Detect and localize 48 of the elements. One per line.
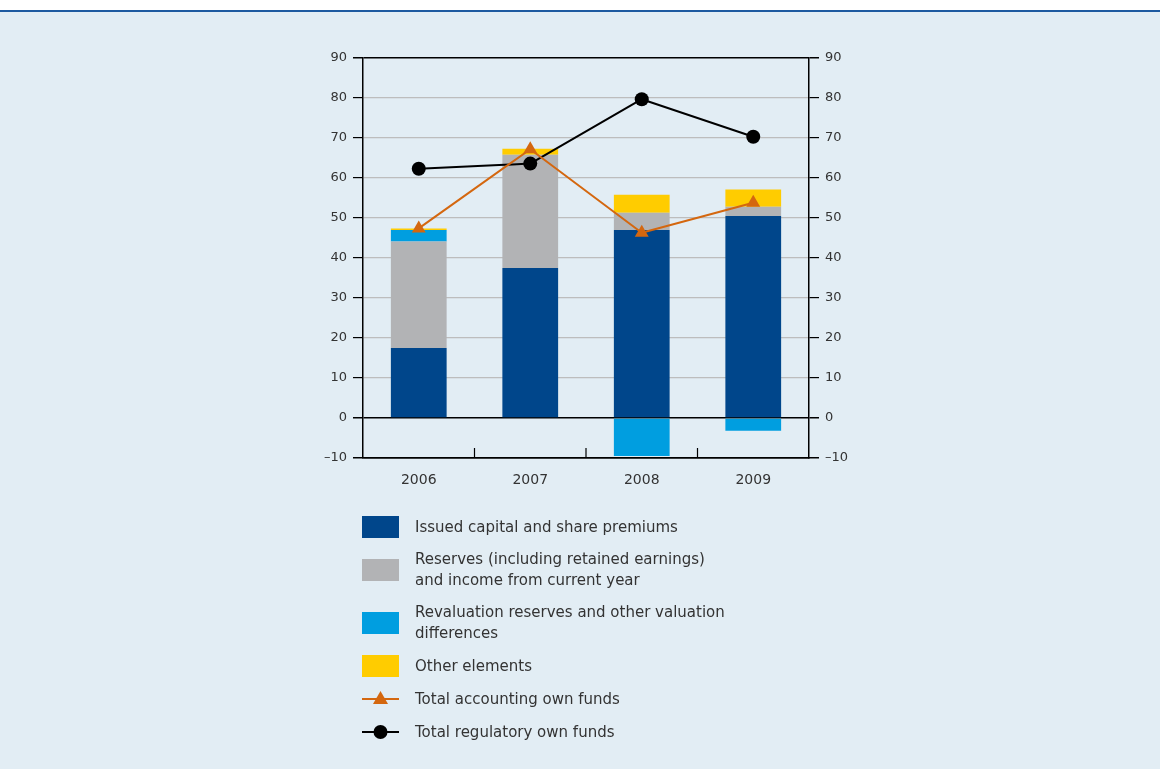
x-tick-label: 2006	[400, 471, 437, 488]
bar	[725, 418, 782, 431]
legend-label: Other elements	[415, 655, 534, 677]
point	[634, 92, 649, 107]
y2-tick-label: 50	[825, 209, 842, 225]
y2-tick-label: 30	[825, 289, 842, 305]
bar	[390, 348, 447, 418]
bar	[725, 206, 782, 216]
y-tick-label: 0	[338, 409, 347, 425]
legend-label: Total accounting own funds	[415, 688, 621, 710]
y-tick-label: 70	[330, 129, 347, 145]
x-tick-label: 2007	[512, 471, 549, 488]
point	[523, 156, 538, 171]
point	[411, 220, 426, 233]
x-tick-label: 2009	[735, 471, 772, 488]
bar	[502, 268, 559, 418]
y-tick-label: 20	[330, 329, 347, 345]
y-tick-label: 10	[330, 369, 347, 385]
y2-tick-label: –10	[825, 449, 849, 465]
bar	[613, 194, 670, 213]
y-tick-label: 40	[330, 249, 347, 265]
legend-label: Reserves (including retained earnings) and income from current year	[415, 549, 706, 591]
y-tick-label: 90	[330, 49, 347, 65]
point	[523, 141, 538, 154]
bar	[725, 216, 782, 418]
y2-tick-label: 10	[825, 369, 842, 385]
bar	[390, 230, 447, 242]
y-tick-label: 80	[330, 89, 347, 105]
point	[411, 161, 426, 176]
y2-tick-label: 70	[825, 129, 842, 145]
point	[634, 224, 649, 237]
y2-tick-label: 60	[825, 169, 842, 185]
y2-tick-label: 90	[825, 49, 842, 65]
legend-label: Issued capital and share premiums	[415, 516, 679, 538]
y2-tick-label: 20	[825, 329, 842, 345]
y-tick-label: 60	[330, 169, 347, 185]
x-tick-label: 2008	[623, 471, 660, 488]
y-tick-label: 30	[330, 289, 347, 305]
bar	[613, 230, 670, 418]
y-tick-label: –10	[323, 449, 347, 465]
legend-label: Total regulatory own funds	[415, 721, 616, 743]
point	[746, 129, 761, 144]
y2-tick-label: 0	[825, 409, 834, 425]
y-tick-label: 50	[330, 209, 347, 225]
y2-tick-label: 40	[825, 249, 842, 265]
y2-tick-label: 80	[825, 89, 842, 105]
bar	[613, 418, 670, 456]
legend-label: Revaluation reserves and other valuation differences	[415, 602, 726, 644]
